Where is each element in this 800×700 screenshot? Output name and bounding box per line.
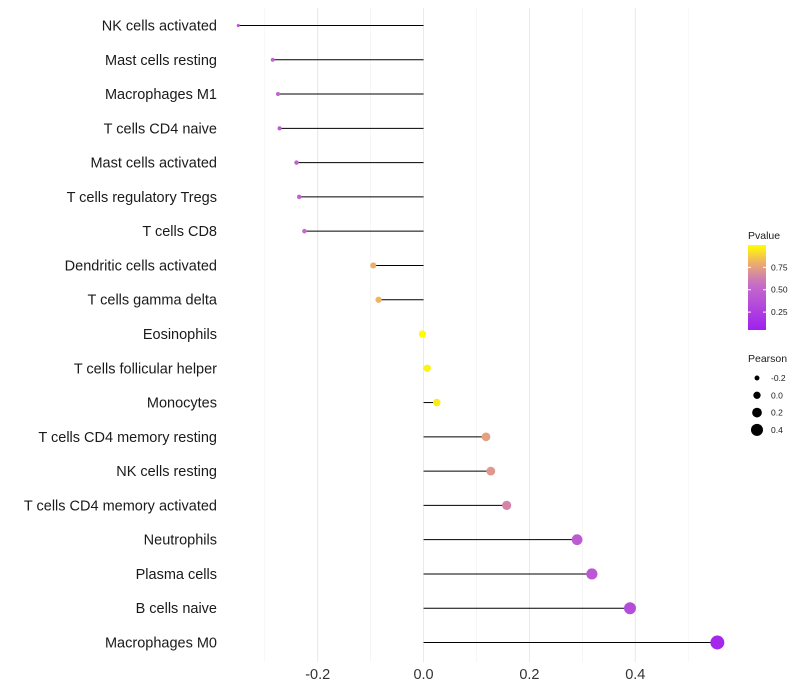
y-category-label: NK cells resting bbox=[116, 464, 217, 480]
data-point bbox=[710, 635, 725, 650]
x-tick-label: -0.2 bbox=[305, 667, 330, 683]
x-tick-label: 0.2 bbox=[519, 667, 539, 683]
data-point bbox=[571, 534, 583, 546]
data-point bbox=[302, 228, 307, 234]
size-legend-dot bbox=[754, 375, 760, 381]
y-category-label: Mast cells resting bbox=[105, 53, 217, 69]
data-point bbox=[486, 466, 496, 476]
data-point bbox=[432, 398, 441, 407]
y-category-label: B cells naive bbox=[136, 601, 217, 617]
y-category-label: T cells follicular helper bbox=[74, 361, 217, 377]
colorbar-tick-label: 0.50 bbox=[771, 285, 788, 295]
y-category-label: T cells CD4 naive bbox=[104, 121, 217, 137]
data-point bbox=[481, 432, 491, 442]
y-category-label: Dendritic cells activated bbox=[65, 258, 217, 274]
pvalue-colorbar bbox=[748, 245, 766, 330]
size-legend-dot bbox=[753, 391, 761, 399]
data-point bbox=[236, 23, 240, 28]
colorbar-tick-label: 0.75 bbox=[771, 262, 788, 272]
data-point bbox=[294, 160, 299, 165]
data-point bbox=[502, 500, 512, 510]
y-category-label: Monocytes bbox=[147, 396, 217, 412]
x-tick-label: 0.4 bbox=[625, 667, 645, 683]
y-category-label: Neutrophils bbox=[144, 533, 217, 549]
size-legend-label: 0.4 bbox=[771, 425, 783, 435]
y-category-label: Mast cells activated bbox=[90, 156, 217, 172]
y-category-label: Plasma cells bbox=[136, 567, 217, 583]
colorbar-tick-label: 0.25 bbox=[771, 307, 788, 317]
y-category-label: T cells regulatory Tregs bbox=[67, 190, 217, 206]
legend-color-title: Pvalue bbox=[748, 230, 780, 242]
size-legend-dot bbox=[750, 423, 764, 436]
data-point bbox=[624, 602, 636, 615]
size-legend-label: -0.2 bbox=[771, 373, 786, 383]
size-legend-dot bbox=[752, 407, 762, 418]
data-point bbox=[423, 364, 431, 372]
y-category-label: Macrophages M0 bbox=[105, 636, 217, 652]
y-category-label: Macrophages M1 bbox=[105, 87, 217, 103]
size-legend-label: 0.0 bbox=[771, 390, 783, 400]
data-point bbox=[277, 126, 282, 131]
data-point bbox=[275, 92, 281, 97]
y-category-label: NK cells activated bbox=[102, 19, 217, 35]
size-legend-label: 0.2 bbox=[771, 408, 783, 418]
data-point bbox=[418, 330, 427, 338]
y-category-label: T cells CD4 memory activated bbox=[24, 498, 217, 514]
y-category-label: T cells CD4 memory resting bbox=[38, 430, 217, 446]
data-point bbox=[375, 296, 382, 303]
y-category-label: T cells gamma delta bbox=[88, 293, 218, 309]
data-point bbox=[270, 57, 275, 62]
y-category-label: T cells CD8 bbox=[142, 224, 217, 240]
data-point bbox=[370, 262, 377, 269]
data-point bbox=[586, 568, 598, 580]
y-category-label: Eosinophils bbox=[143, 327, 217, 343]
legend-size-title: Pearson bbox=[748, 353, 787, 365]
x-tick-label: 0.0 bbox=[413, 667, 433, 683]
data-point bbox=[296, 194, 302, 200]
